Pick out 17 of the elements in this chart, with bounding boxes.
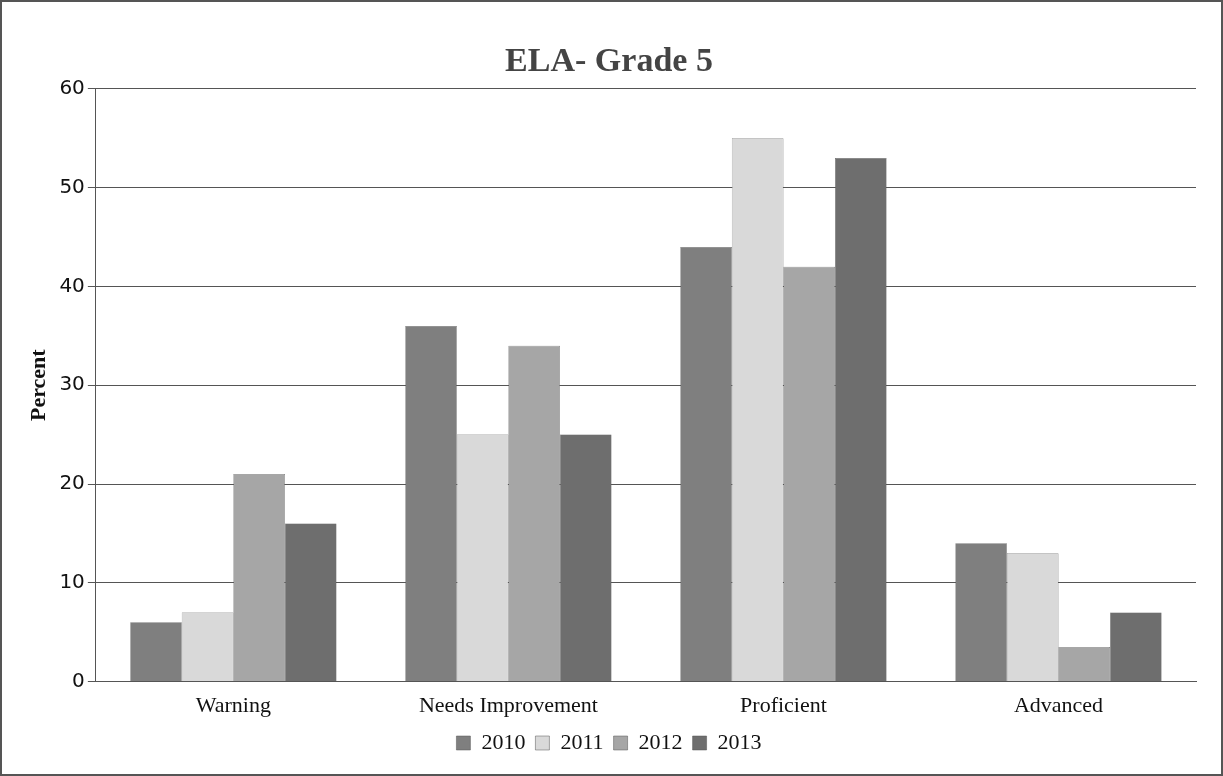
legend-label: 2013 xyxy=(717,728,762,754)
y-tick-label: 20 xyxy=(59,470,85,495)
legend-label: 2012 xyxy=(638,728,683,754)
y-tick-label: 50 xyxy=(59,173,85,198)
y-tick-label: 30 xyxy=(59,371,85,396)
y-tick-label: 10 xyxy=(59,569,85,593)
y-tick-label: 0 xyxy=(72,667,85,692)
y-tick-label: 40 xyxy=(59,272,85,297)
x-tick-label: Needs Improvement xyxy=(418,691,598,717)
y-axis-title: Percent xyxy=(24,348,50,422)
chart-title: ELA- Grade 5 xyxy=(505,41,713,79)
x-tick-label: Proficient xyxy=(740,691,827,717)
y-tick-label: 60 xyxy=(59,75,85,99)
x-tick-label: Advanced xyxy=(1013,691,1104,717)
legend-label: 2010 xyxy=(481,728,526,754)
x-tick-label: Warning xyxy=(195,691,271,717)
legend-label: 2011 xyxy=(560,728,604,754)
